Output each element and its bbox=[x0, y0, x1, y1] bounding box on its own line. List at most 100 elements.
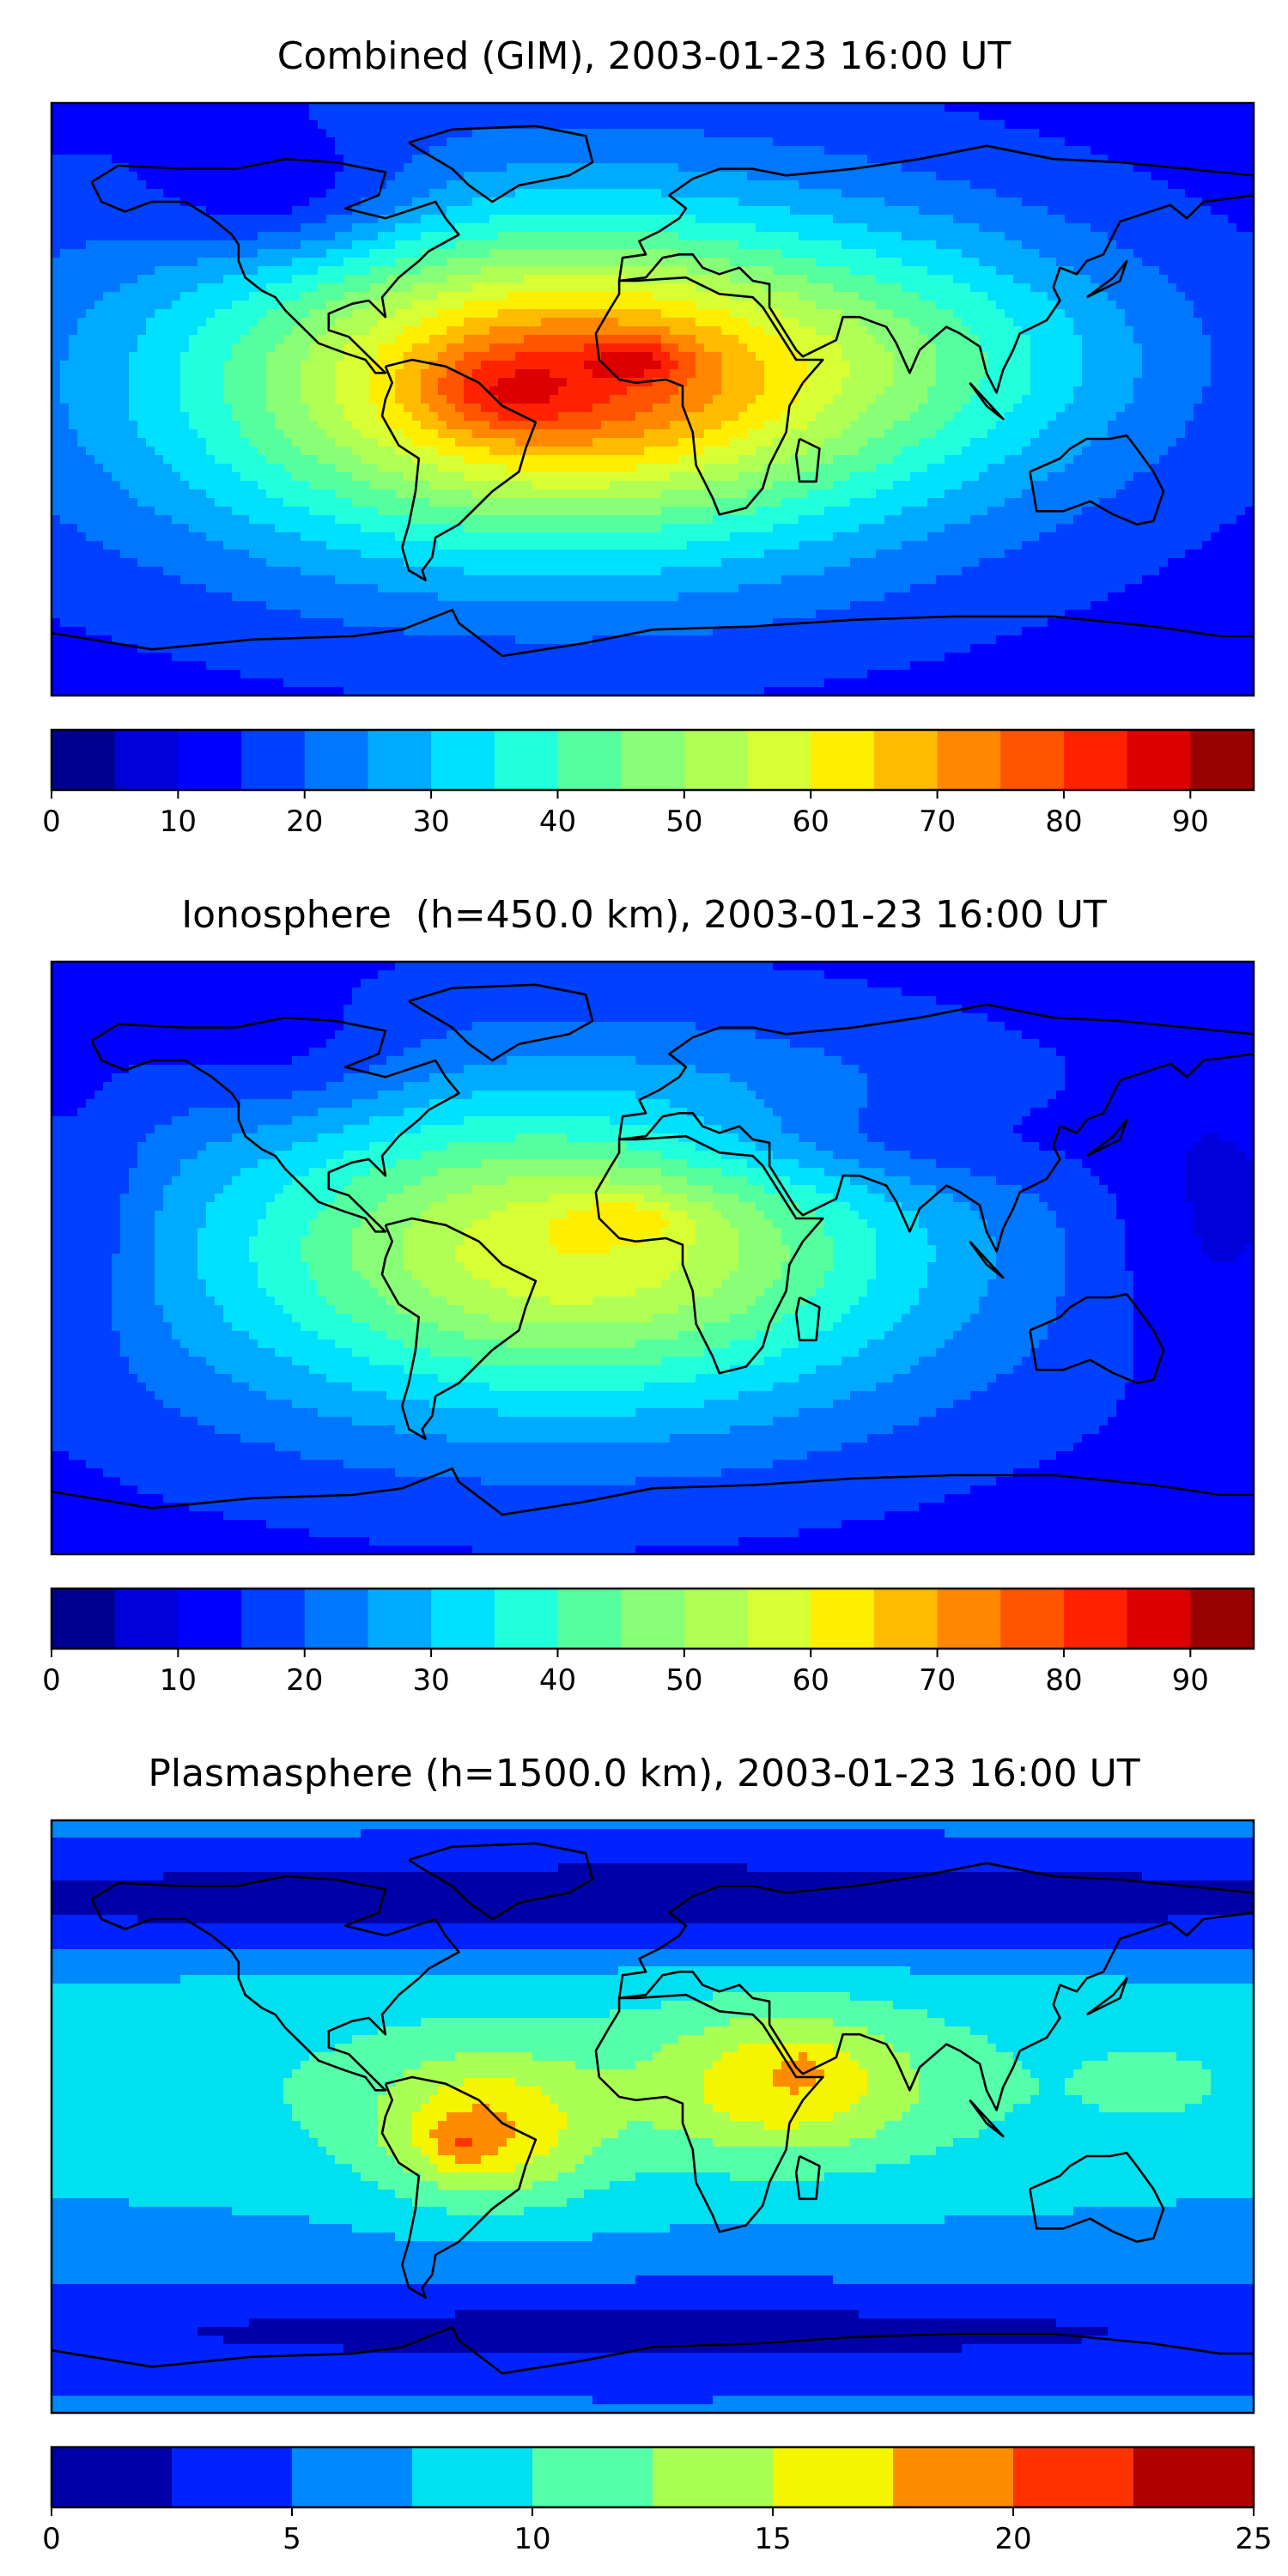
field-cell bbox=[343, 197, 353, 207]
field-cell bbox=[232, 120, 241, 130]
field-cell bbox=[996, 155, 1005, 164]
field-cell bbox=[867, 197, 877, 207]
field-cell bbox=[979, 223, 988, 233]
field-cell bbox=[232, 232, 241, 241]
field-cell bbox=[738, 129, 748, 138]
field-cell bbox=[627, 103, 636, 112]
field-cell bbox=[713, 112, 722, 121]
field-cell bbox=[412, 103, 422, 112]
field-cell bbox=[824, 283, 834, 293]
field-cell bbox=[120, 155, 130, 164]
field-cell bbox=[1133, 223, 1143, 233]
field-cell bbox=[146, 335, 155, 344]
field-cell bbox=[404, 283, 413, 293]
field-cell bbox=[1194, 146, 1203, 155]
field-cell bbox=[970, 343, 980, 353]
field-cell bbox=[326, 275, 336, 284]
field-cell bbox=[163, 309, 173, 319]
field-cell bbox=[635, 120, 645, 130]
field-cell bbox=[670, 172, 679, 181]
field-cell bbox=[129, 369, 138, 379]
field-cell bbox=[1202, 146, 1212, 155]
field-cell bbox=[404, 275, 413, 284]
field-cell bbox=[902, 112, 911, 121]
field-cell bbox=[721, 301, 731, 310]
field-cell bbox=[592, 129, 602, 138]
field-cell bbox=[1030, 326, 1040, 336]
field-cell bbox=[601, 172, 611, 181]
field-cell bbox=[69, 404, 78, 413]
field-cell bbox=[386, 386, 396, 396]
field-cell bbox=[979, 395, 988, 404]
field-cell bbox=[489, 249, 499, 258]
field-cell bbox=[1194, 172, 1203, 181]
field-cell bbox=[1219, 258, 1229, 267]
field-cell bbox=[747, 258, 756, 267]
field-cell bbox=[1013, 326, 1023, 336]
field-cell bbox=[721, 240, 731, 250]
field-cell bbox=[77, 292, 87, 301]
field-cell bbox=[86, 103, 95, 112]
field-cell bbox=[1082, 352, 1091, 361]
field-cell bbox=[438, 335, 447, 344]
field-cell bbox=[94, 249, 104, 258]
field-cell bbox=[129, 318, 138, 327]
field-cell bbox=[1022, 283, 1031, 293]
field-cell bbox=[876, 301, 885, 310]
field-cell bbox=[77, 240, 87, 250]
field-cell bbox=[498, 215, 507, 224]
field-cell bbox=[1245, 112, 1254, 121]
field-cell bbox=[258, 258, 267, 267]
field-cell bbox=[352, 404, 361, 413]
field-cell bbox=[841, 163, 851, 173]
field-cell bbox=[438, 180, 447, 190]
field-cell bbox=[841, 189, 851, 198]
field-cell bbox=[575, 369, 585, 379]
field-cell bbox=[618, 146, 628, 155]
field-cell bbox=[876, 275, 885, 284]
field-cell bbox=[781, 189, 791, 198]
field-cell bbox=[567, 206, 576, 216]
field-cell bbox=[326, 232, 336, 241]
field-cell bbox=[275, 335, 284, 344]
field-cell bbox=[120, 335, 130, 344]
field-cell bbox=[52, 215, 61, 224]
field-cell bbox=[730, 404, 739, 413]
field-cell bbox=[309, 283, 319, 293]
field-cell bbox=[841, 258, 851, 267]
field-cell bbox=[1125, 301, 1134, 310]
field-cell bbox=[1142, 240, 1151, 250]
field-cell bbox=[258, 163, 267, 173]
field-cell bbox=[910, 283, 920, 293]
field-cell bbox=[464, 343, 473, 353]
field-cell bbox=[627, 163, 636, 173]
field-cell bbox=[1039, 301, 1048, 310]
field-cell bbox=[558, 318, 568, 327]
field-cell bbox=[464, 352, 473, 361]
field-cell bbox=[103, 369, 112, 379]
field-cell bbox=[902, 283, 911, 293]
field-cell bbox=[1013, 172, 1023, 181]
field-cell bbox=[361, 172, 370, 181]
field-cell bbox=[524, 206, 533, 216]
field-cell bbox=[1082, 223, 1091, 233]
field-cell bbox=[94, 232, 104, 241]
field-cell bbox=[927, 361, 937, 370]
field-cell bbox=[1099, 112, 1109, 121]
field-cell bbox=[1219, 223, 1229, 233]
field-cell bbox=[189, 404, 198, 413]
field-cell bbox=[343, 146, 353, 155]
field-cell bbox=[352, 232, 361, 241]
field-cell bbox=[206, 378, 216, 387]
field-cell bbox=[318, 258, 327, 267]
field-cell bbox=[301, 369, 310, 379]
field-cell bbox=[1202, 180, 1212, 190]
field-cell bbox=[206, 258, 216, 267]
field-cell bbox=[738, 180, 748, 190]
field-cell bbox=[833, 378, 842, 387]
field-cell bbox=[970, 129, 980, 138]
field-cell bbox=[1108, 215, 1117, 224]
field-cell bbox=[601, 215, 611, 224]
field-cell bbox=[824, 361, 834, 370]
field-cell bbox=[919, 240, 928, 250]
